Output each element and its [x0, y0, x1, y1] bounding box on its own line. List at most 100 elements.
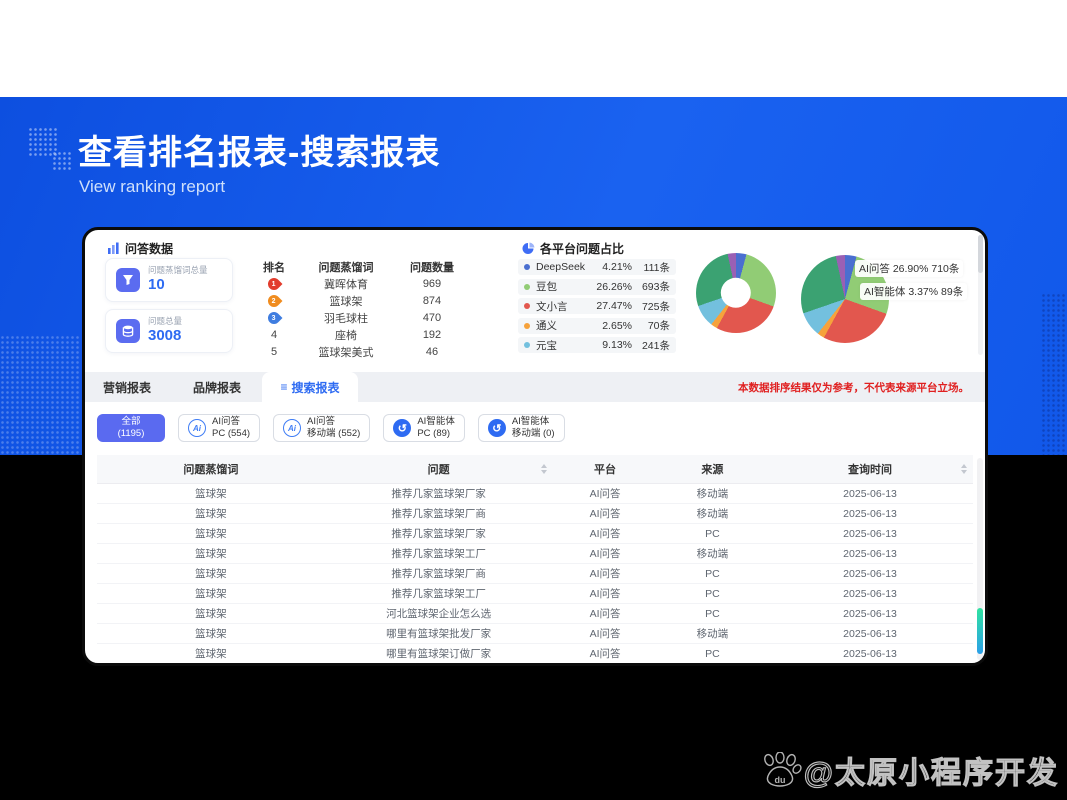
table-cell: PC — [705, 587, 720, 600]
filter-label-line1: AI智能体 — [417, 416, 455, 428]
table-cell: 篮球架 — [195, 608, 227, 620]
tab-brand[interactable]: 品牌报表 — [185, 372, 249, 402]
legend-item[interactable]: 元宝 9.13% 241条 — [518, 337, 676, 353]
legend-item[interactable]: 豆包 26.26% 693条 — [518, 278, 676, 295]
ranking-row: 1 冀晖体育 969 — [257, 275, 475, 292]
page-title: 查看排名报表-搜索报表 — [78, 134, 441, 172]
table-row[interactable]: 篮球架 推荐几家篮球架工厂 AI问答 PC 2025-06-13 — [97, 584, 973, 604]
table-cell: AI问答 — [589, 648, 621, 660]
decor-dots — [0, 335, 80, 455]
table-row[interactable]: 篮球架 推荐几家篮球架厂商 AI问答 PC 2025-06-13 — [97, 564, 973, 584]
filter-label-line2: 移动端 (552) — [307, 428, 361, 439]
rank-count: 969 — [422, 277, 442, 290]
tab-search[interactable]: ≡ 搜索报表 — [262, 372, 358, 402]
platform-share-heading: 各平台问题占比 — [522, 240, 624, 257]
table-cell: AI问答 — [589, 488, 621, 500]
table-cell: PC — [705, 647, 720, 660]
table-header-row: 问题蒸馏词 问题 平台 来源 查询时间 — [97, 455, 973, 484]
panel-scrollbar-thumb[interactable] — [978, 235, 983, 273]
table-row[interactable]: 篮球架 推荐几家篮球架厂商 AI问答 移动端 2025-06-13 — [97, 504, 973, 524]
table-header-cell[interactable]: 来源 — [701, 464, 724, 476]
table-cell: 篮球架 — [195, 628, 227, 640]
platform-legend: DeepSeek 4.21% 111条豆包 26.26% 693条 文小言 27.47% 72… — [518, 259, 676, 357]
table-cell: 篮球架 — [195, 588, 227, 600]
legend-item[interactable]: 通义 2.65% 70条 — [518, 317, 676, 334]
legend-count: 70条 — [647, 320, 670, 332]
rank-word: 羽毛球柱 — [324, 312, 368, 325]
platform-donut-chart — [696, 253, 776, 333]
filter-button-1[interactable]: Ai AI问答 PC (554) — [178, 414, 261, 442]
table-header-cell[interactable]: 问题 — [325, 461, 553, 477]
stat-value: 3008 — [148, 327, 182, 345]
table-row[interactable]: 篮球架 河北篮球架企业怎么选 AI问答 PC 2025-06-13 — [97, 604, 973, 624]
tab-marketing[interactable]: 营销报表 — [95, 372, 159, 402]
table-cell: AI问答 — [589, 588, 621, 600]
table-row[interactable]: 篮球架 哪里有篮球架批发厂家 AI问答 移动端 2025-06-13 — [97, 624, 973, 644]
table-header-cell[interactable]: 平台 — [594, 464, 617, 476]
table-cell: 哪里有篮球架订做厂家 — [386, 648, 492, 660]
table-cell: 2025-06-13 — [843, 547, 897, 560]
table-cell: 移动端 — [696, 628, 729, 640]
filter-button-4[interactable]: ↺ AI智能体 移动端 (0) — [477, 414, 565, 442]
table-row[interactable]: 篮球架 推荐几家篮球架厂家 AI问答 移动端 2025-06-13 — [97, 484, 973, 504]
table-cell: 推荐几家篮球架工厂 — [391, 588, 486, 600]
rank-count: 470 — [422, 311, 442, 324]
stat-cards: 问题蒸馏词总量 10 问题总量 3008 — [105, 258, 233, 353]
table-cell: 移动端 — [696, 548, 729, 560]
table-cell: AI问答 — [589, 608, 621, 620]
table-row[interactable]: 篮球架 哪里有篮球架订做厂家 AI问答 PC 2025-06-13 — [97, 644, 973, 663]
rank-count: 46 — [425, 345, 439, 358]
platform-share-title: 各平台问题占比 — [540, 242, 625, 256]
table-row[interactable]: 篮球架 推荐几家篮球架厂家 AI问答 PC 2025-06-13 — [97, 524, 973, 544]
disclaimer-text: 本数据排序结果仅为参考，不代表来源平台立场。 — [738, 381, 969, 394]
filter-label-line1: AI智能体 — [511, 416, 550, 428]
legend-dot — [524, 303, 530, 309]
donut-hole — [720, 277, 752, 309]
table-cell: 2025-06-13 — [843, 567, 897, 580]
watermark-text: @太原小程序开发 — [803, 756, 1059, 790]
rank-word: 冀晖体育 — [324, 278, 368, 291]
tab-label: 品牌报表 — [192, 380, 241, 395]
bar-chart-icon — [108, 242, 119, 254]
legend-name: 文小言 — [536, 300, 568, 313]
table-cell: 推荐几家篮球架厂家 — [391, 528, 486, 540]
table-cell: 2025-06-13 — [843, 627, 897, 640]
sort-icon[interactable] — [960, 464, 967, 474]
panel-scrollbar[interactable] — [978, 235, 983, 355]
legend-count: 111条 — [643, 261, 670, 274]
legend-item[interactable]: DeepSeek 4.21% 111条 — [518, 259, 676, 275]
legend-pct: 4.21% — [602, 261, 632, 273]
filter-buttons: 全部 (1195) Ai AI问答 PC (554) Ai AI问答 移动端 (552) ↺ AI… — [97, 414, 565, 446]
table-header-cell[interactable]: 问题蒸馏词 — [183, 464, 239, 476]
ranking-row: 4 座椅 192 — [257, 326, 475, 343]
filter-button-2[interactable]: Ai AI问答 移动端 (552) — [273, 414, 371, 442]
rank-word: 篮球架美式 — [318, 346, 374, 359]
table-cell: 河北篮球架企业怎么选 — [386, 608, 492, 620]
table-cell: AI问答 — [589, 548, 621, 560]
filter-label-line1: 全部 — [121, 416, 141, 428]
ai-badge-icon: Ai — [188, 419, 206, 437]
table-cell: 篮球架 — [195, 488, 227, 500]
table-cell: PC — [705, 607, 720, 620]
table-cell: PC — [705, 527, 720, 540]
pie-chart-icon — [522, 242, 535, 254]
tab-label: 搜索报表 — [291, 380, 340, 395]
card-scrollbar[interactable] — [977, 458, 983, 660]
table-header-cell[interactable]: 查询时间 — [767, 461, 973, 477]
table-cell: 篮球架 — [195, 528, 227, 540]
ai-badge-icon: Ai — [283, 419, 302, 437]
ranking-row: 2 篮球架 874 — [257, 292, 475, 309]
rank-badge-icon: 1 — [265, 275, 283, 292]
legend-name: 通义 — [536, 320, 557, 332]
card-scrollbar-thumb[interactable] — [977, 608, 983, 654]
filter-button-0[interactable]: 全部 (1195) — [97, 414, 165, 442]
table-cell: AI问答 — [589, 508, 621, 520]
filter-button-3[interactable]: ↺ AI智能体 PC (89) — [383, 414, 465, 442]
table-cell: 2025-06-13 — [843, 587, 897, 600]
table-row[interactable]: 篮球架 推荐几家篮球架工厂 AI问答 移动端 2025-06-13 — [97, 544, 973, 564]
legend-item[interactable]: 文小言 27.47% 725条 — [518, 298, 676, 314]
table-cell: 2025-06-13 — [843, 647, 897, 660]
table-row[interactable]: 篮球架哪里有篮球架供货厂家AI问答移动端2025-06-13 — [97, 664, 973, 666]
sort-icon[interactable] — [540, 464, 547, 474]
legend-name: DeepSeek — [536, 261, 586, 273]
